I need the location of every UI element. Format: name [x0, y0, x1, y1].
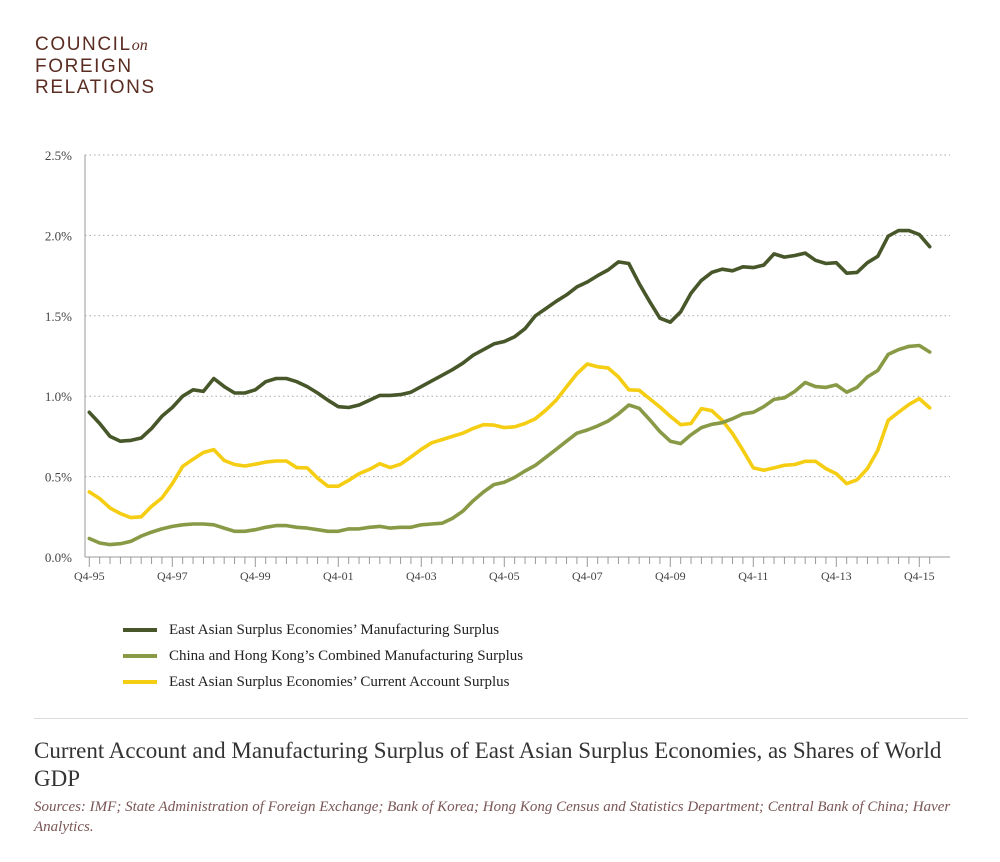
y-tick-label: 1.5% [45, 309, 72, 324]
y-tick-label: 1.0% [45, 389, 72, 404]
legend-swatch-yellow [123, 680, 157, 684]
logo-line-2: FOREIGN [35, 56, 133, 77]
legend-swatch-dark-green [123, 628, 157, 632]
y-tick-label: 2.0% [45, 228, 72, 243]
x-tick-label: Q4-99 [240, 569, 271, 583]
x-tick-label: Q4-03 [406, 569, 437, 583]
line-chart: 0.0% 0.5% 1.0% 1.5% 2.0% 2.5% Q4-95 Q4-97 Q4-99 Q… [45, 148, 950, 583]
series-line-2 [87, 343, 932, 547]
y-tick-label: 0.0% [45, 550, 72, 565]
x-tick-label: Q4-01 [323, 569, 354, 583]
legend-label: East Asian Surplus Economies’ Current Ac… [169, 673, 510, 690]
legend-swatch-light-green [123, 654, 157, 658]
legend-label: East Asian Surplus Economies’ Manufactur… [169, 621, 500, 638]
x-tick-label: Q4-11 [738, 569, 768, 583]
x-tick-label: Q4-05 [489, 569, 520, 583]
series-line-3 [87, 362, 932, 520]
legend-item: China and Hong Kong’s Combined Manufactu… [123, 643, 523, 669]
x-tick-label: Q4-09 [655, 569, 686, 583]
legend-item: East Asian Surplus Economies’ Manufactur… [123, 617, 523, 643]
series-line-1 [87, 228, 932, 444]
chart-title: Current Account and Manufacturing Surplu… [34, 738, 942, 791]
legend-item: East Asian Surplus Economies’ Current Ac… [123, 669, 523, 695]
chart-sources: Sources: IMF; State Administration of Fo… [34, 799, 951, 835]
x-tick-label: Q4-07 [572, 569, 603, 583]
chart-legend: East Asian Surplus Economies’ Manufactur… [123, 617, 523, 695]
x-tick-label: Q4-15 [904, 569, 935, 583]
cfr-logo: COUNCILon FOREIGN RELATIONS [35, 34, 156, 98]
divider [34, 718, 968, 719]
legend-label: China and Hong Kong’s Combined Manufactu… [169, 647, 524, 664]
logo-line-1: COUNCIL [35, 34, 132, 55]
x-tick-label: Q4-95 [74, 569, 105, 583]
logo-on: on [131, 37, 148, 54]
y-tick-label: 0.5% [45, 470, 72, 485]
x-tick-label: Q4-97 [157, 569, 188, 583]
y-tick-label: 2.5% [45, 148, 72, 163]
x-tick-label: Q4-13 [821, 569, 852, 583]
logo-line-3: RELATIONS [35, 77, 156, 98]
